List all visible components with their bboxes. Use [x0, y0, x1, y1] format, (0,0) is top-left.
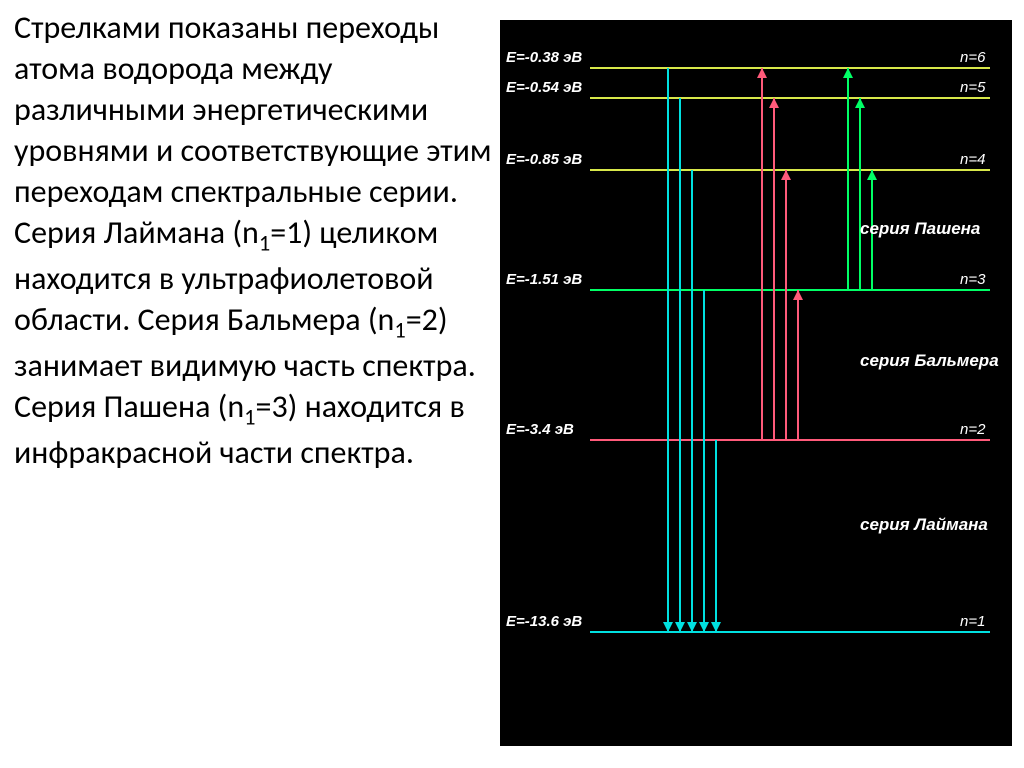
sub3: 1 [244, 404, 255, 431]
n-label-5: n=5 [960, 79, 986, 96]
energy-label-n5: E=-0.54 эВ [506, 79, 582, 96]
series-label: серия Лаймана [860, 515, 988, 534]
arrow-head-icon [867, 170, 877, 180]
arrow-head-icon [687, 622, 697, 632]
energy-label-n2: E=-3.4 эВ [506, 421, 574, 438]
slide: Стрелками показаны переходы атома водоро… [0, 0, 1024, 768]
energy-label-n3: E=-1.51 эВ [506, 271, 582, 288]
n-label-4: n=4 [960, 151, 985, 168]
arrow-head-icon [781, 170, 791, 180]
energy-label-n6: E=-0.38 эВ [506, 49, 582, 66]
arrow-head-icon [699, 622, 709, 632]
arrow-head-icon [711, 622, 721, 632]
arrow-head-icon [757, 68, 767, 78]
energy-label-n4: E=-0.85 эВ [506, 151, 582, 168]
arrow-head-icon [675, 622, 685, 632]
series-label: серия Пашена [860, 219, 980, 238]
n-label-6: n=6 [960, 49, 986, 66]
sub2: 1 [394, 317, 405, 344]
diagram-svg: E=-0.38 эВ n=6 E=-0.54 эВ n=5 E=-0.85 эВ n=4 E… [500, 20, 1012, 746]
arrow-head-icon [663, 622, 673, 632]
description-text: Стрелками показаны переходы атома водоро… [14, 8, 494, 474]
energy-level-diagram: E=-0.38 эВ n=6 E=-0.54 эВ n=5 E=-0.85 эВ n=4 E… [500, 20, 1012, 746]
n-label-1: n=1 [960, 613, 985, 630]
energy-label-n1: E=-13.6 эВ [506, 613, 582, 630]
series-label: серия Бальмера [860, 351, 999, 370]
sub1: 1 [259, 230, 270, 257]
n-label-2: n=2 [960, 421, 986, 438]
arrow-head-icon [769, 98, 779, 108]
arrow-head-icon [855, 98, 865, 108]
arrow-head-icon [793, 290, 803, 300]
arrow-head-icon [843, 68, 853, 78]
n-label-3: n=3 [960, 271, 986, 288]
